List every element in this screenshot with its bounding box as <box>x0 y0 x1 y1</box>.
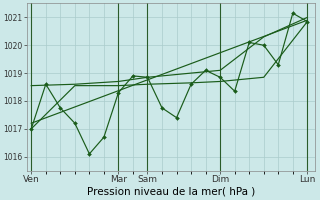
X-axis label: Pression niveau de la mer( hPa ): Pression niveau de la mer( hPa ) <box>87 187 255 197</box>
